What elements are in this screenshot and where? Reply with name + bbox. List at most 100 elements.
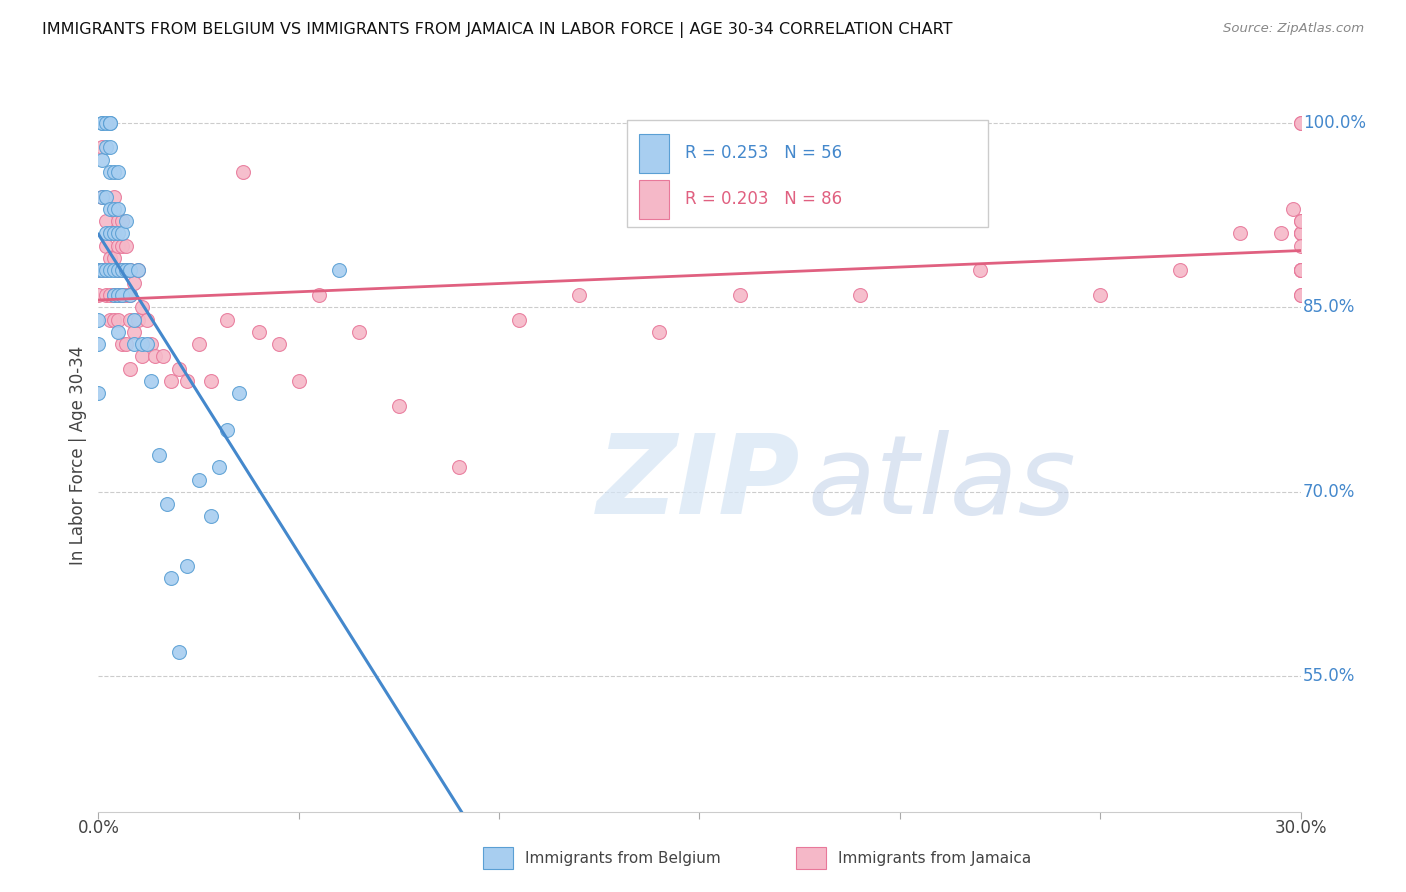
Point <box>107 288 129 302</box>
Point <box>91 116 114 130</box>
Point <box>969 263 991 277</box>
Point <box>91 153 114 167</box>
Point <box>167 361 190 376</box>
Point <box>96 239 118 253</box>
Point <box>111 239 134 253</box>
Point <box>107 263 129 277</box>
Point <box>128 312 150 326</box>
Point <box>1289 116 1312 130</box>
Point <box>200 509 222 524</box>
Point <box>215 312 238 326</box>
Point <box>124 312 146 326</box>
Point <box>267 337 290 351</box>
Point <box>728 288 751 302</box>
Point <box>1289 214 1312 228</box>
Point <box>111 227 134 241</box>
Point <box>107 214 129 228</box>
Point <box>120 312 142 326</box>
Point <box>96 263 118 277</box>
Text: Immigrants from Belgium: Immigrants from Belgium <box>526 851 721 865</box>
Point <box>100 263 122 277</box>
Point <box>1289 227 1312 241</box>
FancyBboxPatch shape <box>627 120 988 227</box>
Point <box>100 140 122 154</box>
Point <box>139 374 162 388</box>
Point <box>1289 116 1312 130</box>
Point <box>1170 263 1192 277</box>
Point <box>111 263 134 277</box>
Point <box>96 189 118 203</box>
Point <box>96 116 118 130</box>
Point <box>1289 239 1312 253</box>
Text: 100.0%: 100.0% <box>1303 113 1367 132</box>
Point <box>96 214 118 228</box>
Point <box>148 448 170 462</box>
Point <box>120 288 142 302</box>
Point <box>96 263 118 277</box>
Point <box>120 361 142 376</box>
Text: R = 0.203   N = 86: R = 0.203 N = 86 <box>685 191 842 209</box>
Point <box>91 116 114 130</box>
FancyBboxPatch shape <box>640 180 669 219</box>
Point <box>208 460 231 475</box>
Point <box>247 325 270 339</box>
Point <box>111 288 134 302</box>
Point <box>1289 288 1312 302</box>
Point <box>1289 263 1312 277</box>
Point <box>849 288 872 302</box>
FancyBboxPatch shape <box>484 847 513 869</box>
Point <box>155 497 177 511</box>
Point <box>1289 227 1312 241</box>
Point <box>91 263 114 277</box>
Point <box>103 288 125 302</box>
Point <box>115 239 138 253</box>
Point <box>200 374 222 388</box>
Text: IMMIGRANTS FROM BELGIUM VS IMMIGRANTS FROM JAMAICA IN LABOR FORCE | AGE 30-34 CO: IMMIGRANTS FROM BELGIUM VS IMMIGRANTS FR… <box>42 22 953 38</box>
Point <box>187 337 209 351</box>
Point <box>1289 263 1312 277</box>
Point <box>87 337 110 351</box>
Point <box>100 202 122 216</box>
Text: R = 0.253   N = 56: R = 0.253 N = 56 <box>685 145 842 162</box>
Point <box>447 460 470 475</box>
FancyBboxPatch shape <box>796 847 825 869</box>
Point <box>111 288 134 302</box>
Point <box>96 288 118 302</box>
Point <box>111 337 134 351</box>
Point <box>1289 227 1312 241</box>
Point <box>159 571 181 585</box>
Point <box>103 189 125 203</box>
Point <box>1270 227 1292 241</box>
Point <box>103 227 125 241</box>
Point <box>135 337 157 351</box>
Point <box>124 337 146 351</box>
Point <box>139 337 162 351</box>
Point <box>107 202 129 216</box>
Point <box>115 214 138 228</box>
Point <box>120 288 142 302</box>
Text: Immigrants from Jamaica: Immigrants from Jamaica <box>838 851 1031 865</box>
Point <box>288 374 311 388</box>
Point <box>100 165 122 179</box>
Point <box>100 116 122 130</box>
Point <box>107 227 129 241</box>
Point <box>100 227 122 241</box>
Point <box>1289 214 1312 228</box>
Point <box>87 312 110 326</box>
Text: 70.0%: 70.0% <box>1303 483 1355 500</box>
Point <box>1289 263 1312 277</box>
Point <box>1289 263 1312 277</box>
Point <box>1088 288 1111 302</box>
Point <box>107 263 129 277</box>
Point <box>143 350 166 364</box>
Text: 30.0%: 30.0% <box>1274 819 1327 837</box>
Text: atlas: atlas <box>807 430 1077 537</box>
Text: ZIP: ZIP <box>598 430 801 537</box>
Point <box>159 374 181 388</box>
Point <box>91 189 114 203</box>
Point <box>167 645 190 659</box>
Text: Source: ZipAtlas.com: Source: ZipAtlas.com <box>1223 22 1364 36</box>
Point <box>87 386 110 401</box>
Point <box>103 251 125 265</box>
Point <box>115 288 138 302</box>
